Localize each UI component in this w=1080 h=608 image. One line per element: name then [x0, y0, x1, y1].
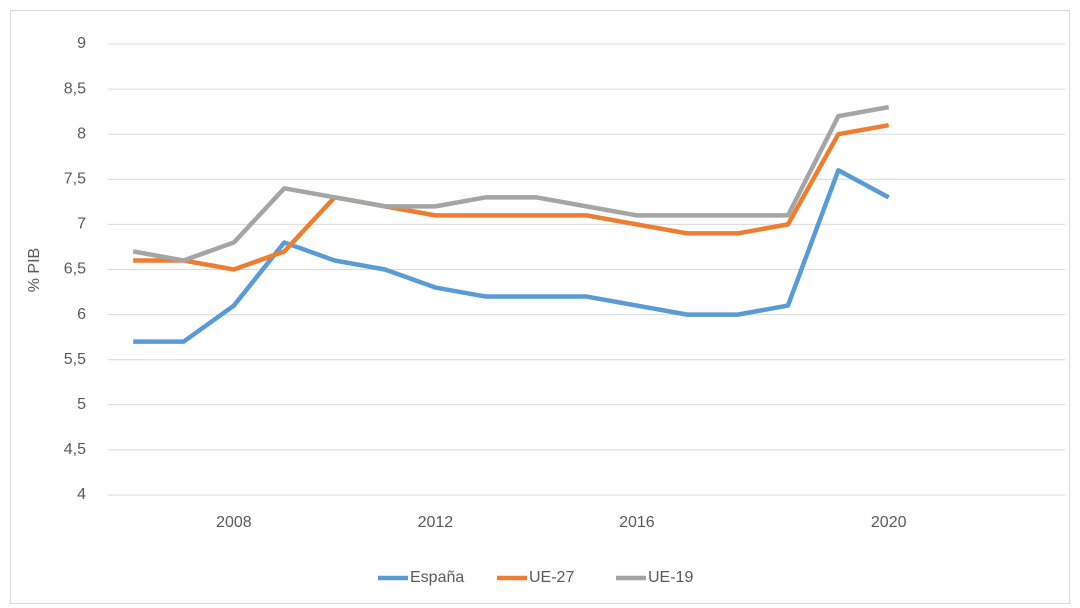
legend-label: España	[410, 569, 464, 586]
y-tick-label: 7,5	[64, 171, 86, 188]
y-tick-label: 8	[77, 125, 86, 142]
y-tick-label: 7	[77, 216, 86, 233]
y-tick-label: 9	[77, 35, 86, 52]
series-line	[132, 104, 890, 263]
y-tick-label: 5	[77, 396, 86, 413]
series-line	[133, 122, 890, 272]
chart-border	[10, 10, 1070, 604]
y-tick-label: 6,5	[64, 261, 86, 278]
x-tick-label: 2016	[619, 514, 655, 531]
series-line	[133, 168, 890, 344]
legend-label: UE-19	[648, 569, 693, 586]
y-axis-label: % PIB	[26, 248, 43, 292]
y-tick-label: 4	[77, 486, 86, 503]
y-tick-label: 8,5	[64, 80, 86, 97]
legend-label: UE-27	[529, 569, 574, 586]
y-tick-label: 5,5	[64, 351, 86, 368]
x-tick-label: 2020	[871, 514, 907, 531]
y-tick-label: 4,5	[64, 441, 86, 458]
x-tick-label: 2008	[216, 514, 252, 531]
x-tick-label: 2012	[418, 514, 454, 531]
y-tick-label: 6	[77, 306, 86, 323]
